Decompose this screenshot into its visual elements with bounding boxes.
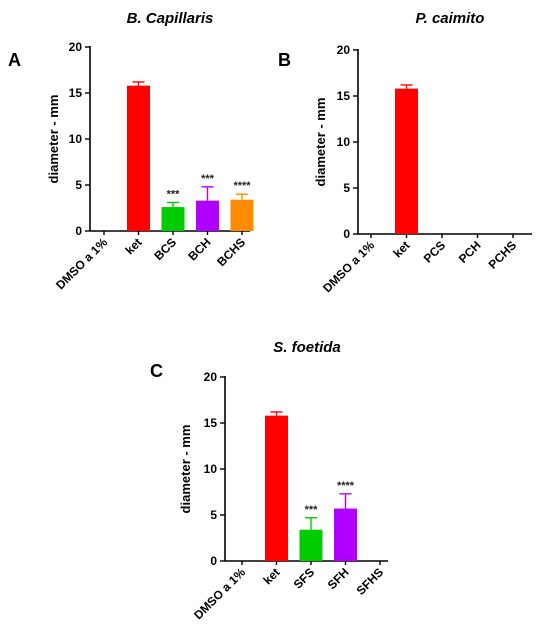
bar-ket (395, 88, 418, 234)
y-tick-label: 15 (337, 89, 351, 103)
chart-title: S. foetida (273, 339, 341, 356)
y-tick-label: 5 (75, 178, 82, 192)
x-tick-label: SFS (291, 565, 317, 591)
y-axis-label: diameter - mm (313, 98, 328, 187)
chart-title: P. caimito (416, 10, 485, 27)
y-tick-label: 15 (69, 86, 83, 100)
chart-panel-b: B P. caimito diameter - mm 0 5 10 15 20 DMSO a 1… (278, 10, 532, 295)
chart-panel-c: C S. foetida diameter - mm 0 5 10 15 20 DMSO a 1… (150, 339, 388, 622)
bar-sfs (299, 529, 323, 561)
significance-marker: **** (337, 480, 355, 492)
y-tick-label: 0 (75, 224, 82, 238)
chart-panel-a: A B. Capillaris diameter - mm 0 5 10 15 20 DMSO … (8, 10, 254, 292)
y-tick-label: 20 (204, 370, 218, 384)
x-tick-label: ket (122, 235, 144, 257)
x-tick-label: ket (260, 565, 282, 587)
x-tick-label: BCHS (214, 235, 248, 269)
x-tick-label: PCS (421, 238, 448, 265)
x-tick-label: SFHS (354, 565, 387, 598)
panel-letter: C (150, 361, 163, 381)
y-tick-label: 10 (69, 132, 83, 146)
x-tick-label: ket (390, 238, 412, 260)
bar-sfh (334, 508, 357, 561)
y-tick-label: 20 (69, 40, 83, 54)
y-tick-label: 15 (204, 416, 218, 430)
y-tick-label: 5 (343, 181, 350, 195)
panel-letter: B (278, 50, 291, 70)
y-tick-label: 10 (204, 462, 218, 476)
significance-marker: *** (167, 188, 181, 200)
y-tick-label: 10 (337, 135, 351, 149)
x-tick-label: BCH (185, 235, 213, 263)
x-tick-label: PCHS (486, 238, 519, 271)
significance-marker: **** (233, 180, 251, 192)
bar-bchs (230, 199, 254, 231)
x-tick-label: BCS (151, 235, 179, 263)
bar-bch (196, 200, 219, 231)
y-tick-label: 0 (210, 554, 217, 568)
x-tick-label: DMSO a 1% (53, 235, 110, 292)
y-axis-label: diameter - mm (46, 95, 61, 184)
significance-marker: *** (305, 504, 319, 516)
bar-ket (265, 415, 288, 561)
x-tick-label: DMSO a 1% (191, 565, 248, 622)
significance-marker: *** (201, 173, 215, 185)
x-tick-label: DMSO a 1% (320, 238, 377, 295)
y-tick-label: 0 (343, 227, 350, 241)
chart-title: B. Capillaris (127, 10, 214, 27)
x-tick-label: SFH (325, 565, 352, 592)
bar-bcs (161, 207, 185, 231)
bar-ket (127, 85, 150, 231)
y-tick-label: 20 (337, 43, 351, 57)
x-tick-label: PCH (456, 238, 484, 266)
y-tick-label: 5 (210, 508, 217, 522)
panel-letter: A (8, 50, 21, 70)
y-axis-label: diameter - mm (178, 425, 193, 514)
